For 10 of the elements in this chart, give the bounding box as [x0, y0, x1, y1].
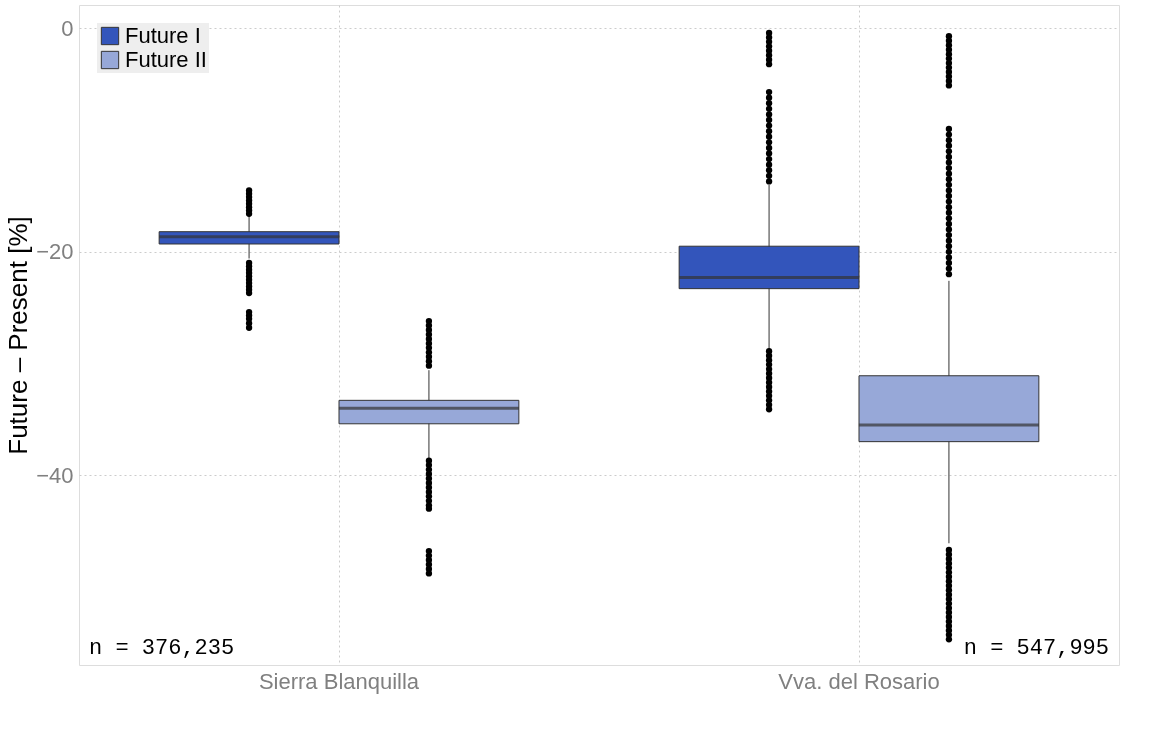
annotation: n = 547,995 [963, 636, 1109, 661]
y-tick-label: −20 [36, 239, 74, 265]
legend-label: Future I [125, 23, 201, 48]
y-tick-label: 0 [61, 15, 74, 41]
x-tick-label: Vva. del Rosario [778, 668, 940, 694]
y-tick-label: −40 [36, 462, 74, 488]
legend-label: Future II [125, 47, 207, 72]
y-axis-title: Future – Present [%] [3, 216, 34, 455]
x-tick-label: Sierra Blanquilla [258, 668, 420, 694]
annotation: n = 376,235 [89, 636, 235, 661]
